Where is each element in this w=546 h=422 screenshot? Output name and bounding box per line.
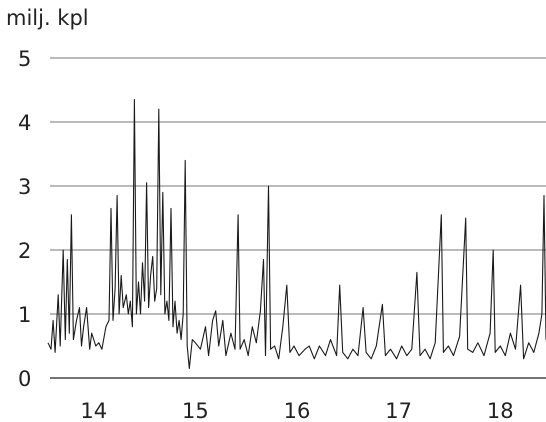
y-tick-label-4: 4 bbox=[18, 111, 31, 135]
x-tick-label-18: 18 bbox=[487, 399, 514, 422]
x-tick-label-16: 16 bbox=[284, 399, 311, 422]
y-tick-label-3: 3 bbox=[18, 175, 31, 199]
y-tick-label-1: 1 bbox=[18, 303, 31, 327]
series-group bbox=[47, 99, 546, 369]
series-line-0 bbox=[47, 99, 546, 369]
y-tick-label-5: 5 bbox=[18, 47, 31, 71]
y-tick-label-2: 2 bbox=[18, 239, 31, 263]
y-axis-unit-label: milj. kpl bbox=[6, 6, 89, 30]
x-tick-label-17: 17 bbox=[385, 399, 412, 422]
gridlines bbox=[50, 57, 546, 315]
x-tick-labels: 14 15 16 17 18 bbox=[80, 399, 513, 422]
y-tick-label-0: 0 bbox=[18, 367, 31, 391]
x-tick-label-15: 15 bbox=[182, 399, 209, 422]
x-tick-label-14: 14 bbox=[80, 399, 107, 422]
y-tick-labels: 0 1 2 3 4 5 bbox=[18, 47, 31, 391]
